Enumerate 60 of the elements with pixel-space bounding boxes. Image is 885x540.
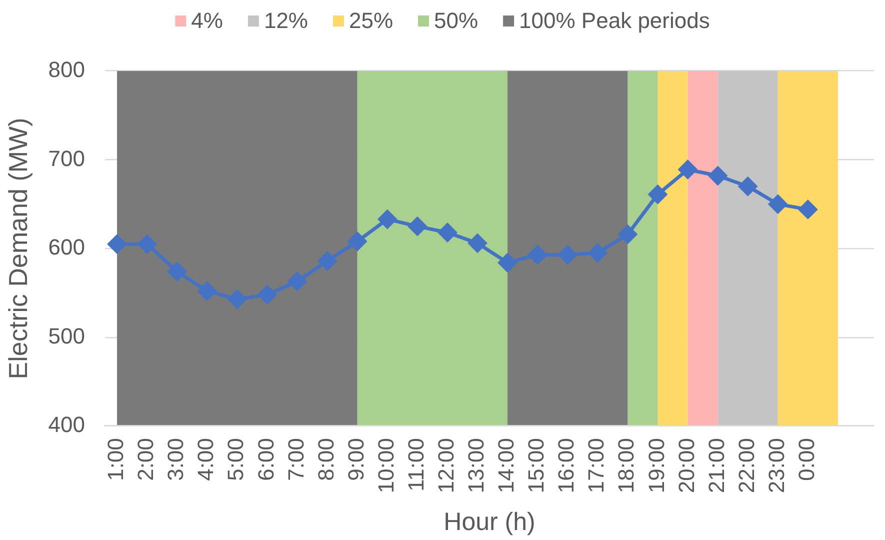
x-tick-label: 2:00: [133, 438, 158, 481]
x-tick-label: 1:00: [103, 438, 128, 481]
y-tick-label: 800: [48, 57, 85, 82]
point: [468, 234, 487, 252]
x-tick-label: 22:00: [734, 438, 759, 494]
point: [678, 160, 698, 179]
x-axis-title: Hour (h): [444, 508, 536, 536]
x-tick-label: 16:00: [554, 438, 579, 494]
point: [138, 234, 156, 254]
legend-label: 12%: [264, 8, 308, 34]
x-tick-label: 19:00: [644, 438, 669, 494]
point: [408, 217, 427, 236]
point: [588, 244, 607, 262]
point: [378, 210, 397, 228]
x-tick-label: 21:00: [704, 438, 729, 494]
x-tick-label: 7:00: [283, 438, 308, 481]
point: [618, 225, 637, 244]
x-tick-label: 4:00: [193, 438, 218, 481]
x-tick-label: 5:00: [223, 438, 248, 481]
point: [258, 285, 276, 304]
x-tick-label: 14:00: [494, 438, 519, 494]
x-tick-label: 18:00: [614, 438, 639, 494]
legend-label: 25%: [348, 8, 394, 34]
x-tick-label: 8:00: [313, 438, 338, 481]
y-tick-label: 500: [48, 323, 85, 348]
x-tick-label: 9:00: [343, 438, 368, 481]
point: [318, 252, 337, 270]
x-tick-label: 10:00: [373, 438, 398, 494]
x-tick-label: 15:00: [524, 438, 549, 494]
point: [708, 166, 728, 185]
point: [228, 290, 246, 308]
x-tick-label: 6:00: [253, 438, 278, 481]
point: [648, 185, 667, 204]
point: [498, 253, 517, 272]
point: [768, 194, 788, 214]
point: [738, 177, 758, 196]
x-tick-label: 23:00: [764, 438, 789, 494]
x-tick-label: 17:00: [584, 438, 609, 494]
legend-label: 4%: [191, 8, 223, 34]
point: [198, 282, 216, 300]
x-tick-label: 0:00: [794, 438, 819, 481]
point: [108, 234, 126, 254]
y-axis-title: Electric Demand (MW): [2, 118, 33, 380]
x-tick-label: 13:00: [464, 438, 489, 494]
y-tick-label: 400: [48, 412, 85, 438]
point: [288, 272, 306, 291]
y-tick-label: 700: [48, 146, 85, 171]
x-tick-label: 3:00: [163, 438, 188, 481]
point: [168, 262, 186, 281]
x-tick-label: 11:00: [403, 438, 428, 492]
x-tick-label: 12:00: [434, 438, 459, 494]
point: [348, 232, 367, 251]
y-tick-label: 600: [48, 234, 85, 260]
point: [438, 223, 457, 242]
point: [558, 245, 577, 264]
x-tick-label: 20:00: [674, 438, 699, 494]
legend-label: 100% Peak periods: [519, 8, 710, 34]
point: [798, 200, 818, 219]
legend-label: 50%: [434, 8, 478, 34]
point: [528, 245, 547, 264]
